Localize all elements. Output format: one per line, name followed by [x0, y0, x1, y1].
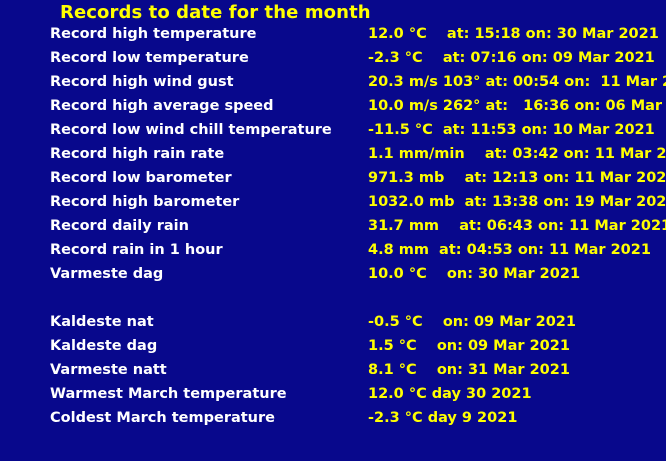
record-row: Record daily rain 31.7 mm at: 06:43 on: 1… [0, 214, 666, 238]
record-value: 1.1 mm/min at: 03:42 on: 11 Mar 2021 [368, 146, 666, 162]
record-label: Record high rain rate [50, 146, 225, 162]
record-value: 8.1 °C on: 31 Mar 2021 [368, 362, 570, 378]
record-row: Warmest March temperature 12.0 °C day 30 … [0, 382, 666, 406]
record-label: Kaldeste dag [50, 338, 158, 354]
record-label: Record rain in 1 hour [50, 242, 223, 258]
record-label: Varmeste natt [50, 362, 167, 378]
record-value: 1.5 °C on: 09 Mar 2021 [368, 338, 570, 354]
record-row: Record low temperature -2.3 °C at: 07:16 … [0, 46, 666, 70]
record-row: Record high barometer 1032.0 mb at: 13:38… [0, 190, 666, 214]
record-value: -2.3 °C at: 07:16 on: 09 Mar 2021 [368, 50, 655, 66]
record-label: Record low wind chill temperature [50, 122, 332, 138]
record-row: Varmeste natt 8.1 °C on: 31 Mar 2021 [0, 358, 666, 382]
record-row: Record high wind gust 20.3 m/s 103° at: 0… [0, 70, 666, 94]
record-value: 31.7 mm at: 06:43 on: 11 Mar 2021 [368, 218, 666, 234]
record-row: Record high rain rate 1.1 mm/min at: 03:4… [0, 142, 666, 166]
record-label: Record high barometer [50, 194, 240, 210]
records-table: Record high temperature 12.0 °C at: 15:18… [0, 22, 666, 430]
record-row-spacer [0, 286, 666, 310]
record-row: Coldest March temperature -2.3 °C day 9 2… [0, 406, 666, 430]
record-value: 4.8 mm at: 04:53 on: 11 Mar 2021 [368, 242, 651, 258]
record-row: Record high temperature 12.0 °C at: 15:18… [0, 22, 666, 46]
record-value: -11.5 °C at: 11:53 on: 10 Mar 2021 [368, 122, 655, 138]
record-value: 12.0 °C day 30 2021 [368, 386, 532, 402]
record-label: Warmest March temperature [50, 386, 287, 402]
record-value: 12.0 °C at: 15:18 on: 30 Mar 2021 [368, 26, 659, 42]
record-label: Kaldeste nat [50, 314, 154, 330]
record-value: 10.0 m/s 262° at: 16:36 on: 06 Mar 2021 [368, 98, 663, 114]
record-row: Kaldeste dag 1.5 °C on: 09 Mar 2021 [0, 334, 666, 358]
record-label: Record low barometer [50, 170, 232, 186]
record-value: 20.3 m/s 103° at: 00:54 on: 11 Mar 2021 [368, 74, 666, 90]
record-value: -0.5 °C on: 09 Mar 2021 [368, 314, 576, 330]
record-label: Coldest March temperature [50, 410, 275, 426]
record-value: 971.3 mb at: 12:13 on: 11 Mar 2021 [368, 170, 666, 186]
record-label: Varmeste dag [50, 266, 164, 282]
record-label: Record high average speed [50, 98, 274, 114]
page-title: Records to date for the month [60, 2, 371, 23]
record-row: Record low wind chill temperature -11.5 °… [0, 118, 666, 142]
record-label: Record low temperature [50, 50, 249, 66]
record-value: -2.3 °C day 9 2021 [368, 410, 518, 426]
record-label: Record daily rain [50, 218, 189, 234]
record-label: Record high wind gust [50, 74, 234, 90]
record-label: Record high temperature [50, 26, 257, 42]
record-row: Record low barometer 971.3 mb at: 12:13 o… [0, 166, 666, 190]
record-value: 10.0 °C on: 30 Mar 2021 [368, 266, 581, 282]
record-value: 1032.0 mb at: 13:38 on: 19 Mar 2021 [368, 194, 666, 210]
record-row: Kaldeste nat -0.5 °C on: 09 Mar 2021 [0, 310, 666, 334]
record-row: Varmeste dag 10.0 °C on: 30 Mar 2021 [0, 262, 666, 286]
record-row: Record high average speed 10.0 m/s 262° a… [0, 94, 666, 118]
record-row: Record rain in 1 hour 4.8 mm at: 04:53 on… [0, 238, 666, 262]
